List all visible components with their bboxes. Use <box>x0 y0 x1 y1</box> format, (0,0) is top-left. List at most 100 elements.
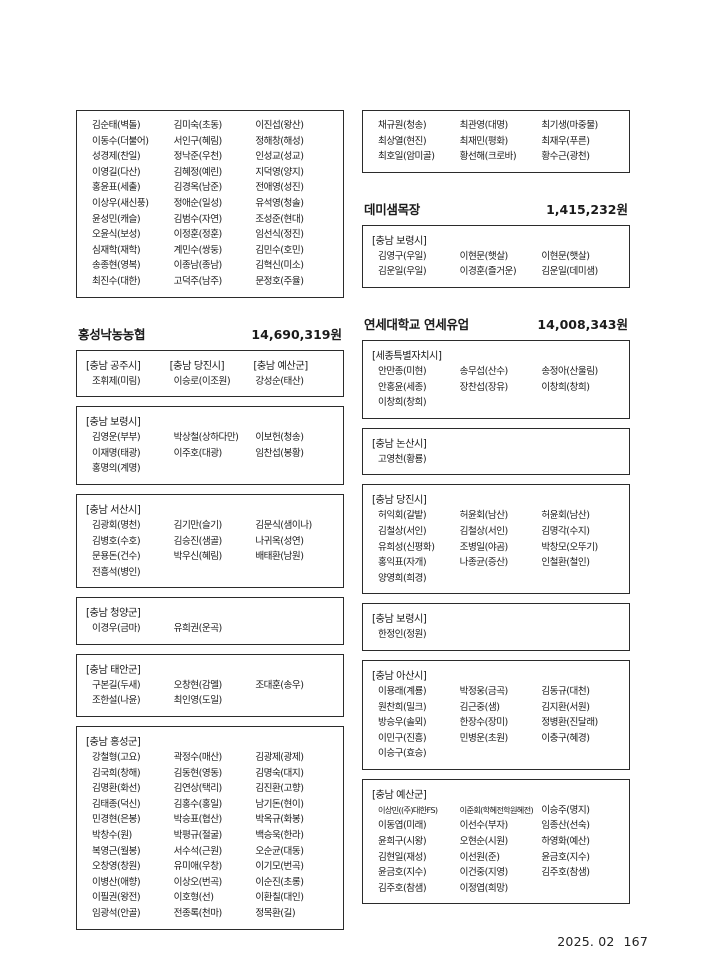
region-label: [세종특별자치시] <box>372 350 442 362</box>
donor-name: 지덕영(양지) <box>255 166 304 178</box>
donor-name: 이필권(왕전) <box>92 892 141 904</box>
donor-name: 서수석(근원) <box>173 845 223 857</box>
names-grid: 김광회(명천) 김기만(슬기) 김문식(샘이나) 김병호(수호) 김승진(샘골) 나귀옥(… <box>85 518 335 580</box>
organization-amount: 14,008,343원 <box>537 316 628 332</box>
donor-name: 송종현(영복) <box>92 260 141 272</box>
region-label: [충남 공주시] <box>86 360 141 372</box>
donor-name: 서인구(혜림) <box>173 135 223 147</box>
donor-name: 김영구(우일) <box>378 250 427 262</box>
donor-name: 조성준(현대) <box>255 213 304 225</box>
donor-name: 이창희(창희) <box>378 397 427 409</box>
donor-name: 김명각(수지) <box>541 525 590 537</box>
region-label: [충남 당진시] <box>372 495 427 507</box>
donor-name: 유희권(운곡) <box>173 623 223 635</box>
donor-name: 오창영(창원) <box>92 861 141 873</box>
names-grid: 안만종(미현) 송무섭(산수) 송정아(산울림) 안홍윤(세종) 장찬섭(장유) 이창희(… <box>371 364 621 411</box>
donor-name: 이경우(금마) <box>92 623 141 635</box>
donor-name: 한장수(장미) <box>459 717 509 729</box>
names-grid: 이경우(금마) 유희권(운곡) <box>85 621 335 637</box>
names-grid: 이용래(계룡) 박정웅(금곡) 김동규(대천) 원찬희(밀크) 김근중(샘) 김지환(서원… <box>371 684 621 762</box>
donor-name: 오창현(감멜) <box>173 679 223 691</box>
names-grid: 한정인(정원) <box>371 627 621 643</box>
continuation-names-box: 채규원(청송) 최관영(대명) 최기생(마중물) 최상열(현진) 최재민(평화) 최재우(… <box>362 110 630 173</box>
donor-name: 임찬섭(봉황) <box>255 447 304 459</box>
region-label: [충남 보령시] <box>86 417 141 429</box>
donor-name: 이상우(새신풍) <box>92 197 149 209</box>
donor-name: 유미애(우창) <box>173 861 223 873</box>
donor-name: 전종록(천마) <box>173 908 223 919</box>
donor-name: 김지환(서원) <box>541 701 590 713</box>
region-box: [충남 태안군] 구본길(두새) 오창현(감멜) 조대훈(송우) 조한설(나윤) 최인영(… <box>76 653 344 718</box>
donor-name: 정병환(진달래) <box>541 717 598 729</box>
donor-name: 이민구(진흥) <box>378 732 427 744</box>
donor-name: 안홍윤(세종) <box>378 381 427 393</box>
donor-name: 이승주(명지) <box>541 804 590 816</box>
donor-name: 허윤회(남산) <box>541 510 590 522</box>
names-grid: 조휘제(미림) 이승로(이조원) 강성순(태산) <box>85 374 335 390</box>
region-label: [충남 보령시] <box>372 235 427 247</box>
donor-name: 김홍수(홍일) <box>173 798 223 810</box>
donor-name: 이현문(햇살) <box>459 250 509 262</box>
donor-name: 이정훈(정훈) <box>173 229 223 241</box>
donor-name: 이영길(다산) <box>92 166 141 178</box>
donor-name: 이현문(햇살) <box>541 250 590 262</box>
donor-name: 문정호(주율) <box>255 275 304 287</box>
region-label: [충남 서산시] <box>86 504 141 516</box>
donor-name: 김기만(슬기) <box>173 519 223 531</box>
donor-name: 김민수(호민) <box>255 244 304 256</box>
donor-name: 김연상(택리) <box>173 783 223 795</box>
donor-name: 이건중(지영) <box>459 867 509 879</box>
donor-name: 이환칠(대인) <box>255 892 304 904</box>
donor-name: 유석영(청솔) <box>255 197 304 209</box>
donor-name: 오현순(시원) <box>459 836 509 848</box>
donor-name: 계민수(쌍둥) <box>173 244 223 256</box>
region-label: [충남 청양군] <box>86 608 141 620</box>
donor-name: 배태환(남원) <box>255 551 304 563</box>
donor-name: 김운일(데미샘) <box>541 266 598 278</box>
region-label-row: [충남 공주시] [충남 당진시] [충남 예산군] <box>85 357 335 374</box>
donor-name: 방승우(솔뫼) <box>378 717 427 729</box>
donor-name: 문용돈(건수) <box>92 551 141 563</box>
region-label: [충남 당진시] <box>169 360 225 372</box>
region-box: [충남 공주시] [충남 당진시] [충남 예산군] 조휘제(미림) 이승로(이조원) 강… <box>76 349 344 398</box>
donor-name: 송정아(산울림) <box>541 365 598 377</box>
region-box: [충남 청양군] 이경우(금마) 유희권(운곡) <box>76 597 344 645</box>
donor-name: 이용래(계룡) <box>378 685 427 697</box>
donor-name: 황선해(크로바) <box>459 151 517 163</box>
organization-header: 데미샘목장 1,415,232원 <box>362 199 630 218</box>
donor-name: 조병일(야곰) <box>459 541 509 553</box>
names-grid: 구본길(두새) 오창현(감멜) 조대훈(송우) 조한설(나윤) 최인영(도일) <box>85 678 335 709</box>
donor-name: 유희성(신평화) <box>378 541 435 553</box>
donor-name: 성경제(찬일) <box>92 151 141 163</box>
donor-name: 이기모(번곡) <box>255 861 304 873</box>
organization-header: 홍성낙농농협 14,690,319원 <box>76 324 344 343</box>
donor-name: 최기생(마중물) <box>541 120 598 131</box>
donor-name: 황수근(광천) <box>541 151 590 163</box>
donor-name: 박창수(원) <box>92 830 132 842</box>
donor-name: 박우신(혜림) <box>173 551 223 563</box>
donor-name: 이상민((주)대한FS) <box>378 804 438 815</box>
donor-name: 정해창(해성) <box>255 135 304 147</box>
donor-name: 김철상(서인) <box>378 525 427 537</box>
donor-name: 이재명(태광) <box>92 447 141 459</box>
donor-name: 최관영(대명) <box>459 120 509 131</box>
donor-name: 김명환(화선) <box>92 783 141 795</box>
right-column: 채규원(청송) 최관영(대명) 최기생(마중물) 최상열(현진) 최재민(평화) 최재우(… <box>362 110 630 913</box>
names-grid: 김순태(벽돌) 김미숙(초동) 이진섭(왕산) 이동수(더불어) 서인구(혜림) 정해창(… <box>85 118 335 290</box>
donor-name: 이동수(더불어) <box>92 135 149 147</box>
donor-name: 김경옥(남준) <box>173 182 223 194</box>
names-grid: 이상민((주)대한FS) 이준회(학혜전학원혜전) 이승주(명지) 이동엽(미래) 이선… <box>371 803 621 897</box>
donor-name: 구본길(두새) <box>92 679 141 691</box>
donor-name: 이주호(대광) <box>173 447 223 459</box>
donor-name: 김순태(벽돌) <box>92 120 141 131</box>
donor-name: 고덕주(남주) <box>173 275 223 287</box>
donor-name: 이선수(부자) <box>459 820 509 832</box>
donor-name: 김광회(명천) <box>92 519 141 531</box>
donor-name: 채규원(청송) <box>378 120 427 131</box>
donor-name: 박상철(상하다만) <box>173 432 239 444</box>
region-box: [충남 예산군] 이상민((주)대한FS) 이준회(학혜전학원혜전) 이승주(명지) 이… <box>362 778 630 905</box>
donor-name: 송무섭(산수) <box>459 365 509 377</box>
donor-name: 최재민(평화) <box>459 135 509 147</box>
region-box: [세종특별자치시] 안만종(미현) 송무섭(산수) 송정아(산울림) 안홍윤(세종) 장찬… <box>362 339 630 419</box>
footer-page-number: 167 <box>623 934 648 949</box>
